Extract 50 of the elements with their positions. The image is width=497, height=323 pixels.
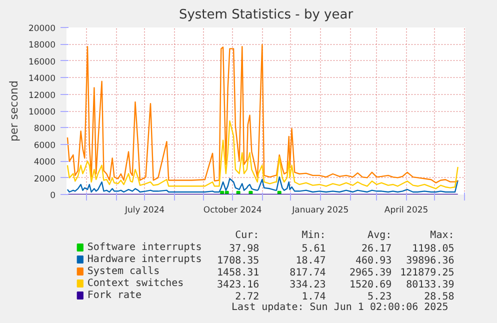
text: 26.17 [362, 244, 392, 254]
y-tick-label: 18000 [28, 40, 56, 51]
text: Min: [302, 230, 326, 241]
text: Avg: [368, 230, 392, 241]
text: 1458.31 [217, 268, 260, 278]
y-tick-label: 0 [50, 191, 56, 201]
legend-label: Context switches [87, 278, 184, 289]
text: Last update: Sun Jun 1 02:00:06 2025 [232, 302, 448, 313]
text: Max: [430, 230, 454, 241]
text: 3423.16 [217, 280, 260, 290]
text: 460.93 [356, 256, 392, 266]
legend-label: System calls [87, 266, 160, 277]
text: 1520.69 [349, 280, 392, 290]
text: 18.47 [296, 256, 326, 266]
x-tick-label: January 2025 [291, 206, 349, 216]
y-tick-label: 20000 [28, 24, 56, 34]
text: Cur: [235, 230, 260, 241]
text: 2.72 [235, 292, 260, 302]
text: 39896.36 [406, 256, 454, 266]
y-axis-title: per second [7, 80, 20, 142]
text: 5.23 [368, 292, 392, 302]
line-series [66, 120, 458, 190]
text: 334.23 [290, 280, 326, 290]
line-series [66, 176, 458, 193]
legend-label: Software interrupts [87, 242, 202, 253]
y-tick-label: 2000 [34, 174, 56, 184]
x-tick-label: April 2025 [384, 206, 428, 216]
text: 37.98 [229, 244, 260, 254]
y-tick-label: 4000 [34, 158, 56, 168]
x-tick-label: July 2024 [124, 206, 165, 216]
x-tick-label: October 2024 [203, 206, 262, 216]
text: 121879.25 [400, 268, 454, 278]
text: 1198.05 [412, 244, 454, 254]
text: 817.74 [290, 268, 326, 278]
text: 1.74 [302, 292, 326, 302]
y-tick-label: 12000 [28, 90, 56, 101]
legend-label: Fork rate [87, 290, 142, 301]
chart-title: System Statistics - by year [178, 8, 354, 22]
legend-label: Hardware interrupts [87, 254, 202, 265]
text: 28.58 [424, 292, 454, 302]
y-tick-label: 10000 [28, 108, 56, 118]
y-tick-label: 6000 [34, 140, 56, 151]
line-series [66, 44, 458, 184]
text: 80133.39 [406, 280, 454, 290]
text: 1708.35 [217, 256, 260, 266]
text: 2965.39 [349, 268, 392, 278]
y-tick-label: 14000 [28, 74, 56, 84]
y-tick-label: 8000 [34, 124, 56, 134]
y-tick-label: 16000 [28, 57, 56, 68]
text: 5.61 [302, 244, 326, 254]
